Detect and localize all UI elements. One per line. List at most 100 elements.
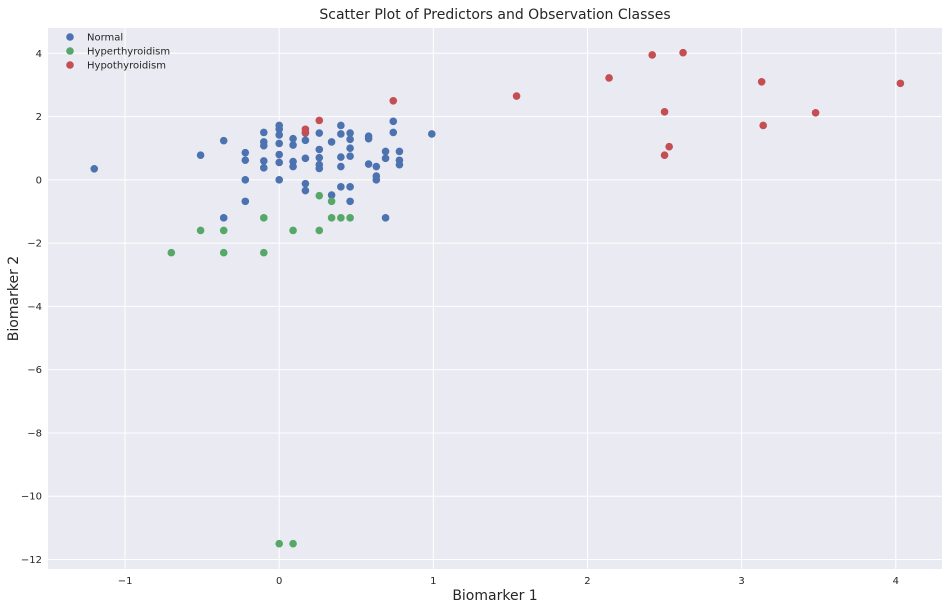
data-point [395, 147, 404, 156]
data-point [275, 139, 284, 148]
x-tick-label: 0 [276, 576, 282, 587]
data-point [389, 117, 398, 126]
series-normal [90, 117, 436, 222]
data-point [389, 128, 398, 137]
data-point [346, 214, 354, 222]
data-point [275, 539, 284, 548]
data-point [259, 141, 268, 150]
data-point [648, 51, 657, 59]
x-tick-label: 3 [738, 576, 744, 587]
data-point [337, 214, 345, 222]
data-point [327, 197, 336, 206]
data-point [364, 160, 373, 168]
data-point [301, 154, 310, 163]
data-point [315, 116, 324, 125]
data-point [346, 152, 354, 160]
data-point [381, 214, 390, 222]
data-point [896, 79, 905, 88]
y-tick-label: −10 [21, 492, 42, 503]
legend-marker [66, 47, 74, 55]
data-point [346, 144, 354, 153]
data-point [275, 150, 284, 159]
x-axis-label: Biomarker 1 [452, 588, 537, 604]
data-point [381, 147, 390, 156]
data-point [315, 153, 324, 162]
data-point [337, 183, 345, 191]
data-point [301, 186, 310, 195]
data-point [196, 226, 205, 235]
data-point [259, 128, 268, 137]
data-point [196, 151, 205, 159]
y-tick-label: 2 [36, 112, 42, 123]
data-point [241, 156, 250, 165]
data-point [90, 164, 99, 173]
data-point [219, 214, 228, 222]
y-tick-label: −2 [27, 239, 42, 250]
data-point [337, 121, 345, 130]
data-point [275, 125, 284, 134]
data-point [301, 179, 310, 188]
data-point [241, 197, 250, 206]
data-point [301, 136, 310, 145]
data-point [241, 176, 250, 184]
data-point [315, 191, 324, 200]
data-point [337, 153, 345, 161]
data-point [219, 136, 228, 145]
data-point [327, 214, 336, 222]
chart-title: Scatter Plot of Predictors and Observati… [319, 7, 670, 23]
x-tick-label: −1 [118, 576, 133, 587]
data-point [679, 48, 687, 57]
data-point [241, 148, 250, 157]
data-point [757, 77, 766, 86]
data-point [327, 138, 336, 146]
data-point [337, 130, 345, 138]
data-point [389, 96, 398, 105]
plot-area [48, 28, 942, 569]
data-point [259, 248, 268, 257]
data-point [605, 74, 613, 82]
data-point [275, 131, 284, 139]
data-point [275, 176, 284, 184]
data-points [90, 48, 905, 548]
data-point [275, 158, 284, 167]
data-point [315, 145, 324, 154]
data-point [289, 539, 297, 548]
data-point [289, 162, 297, 171]
legend-marker [66, 33, 74, 41]
data-point [289, 141, 297, 149]
data-point [364, 134, 373, 143]
data-point [372, 162, 381, 171]
data-point [289, 134, 297, 143]
data-point [372, 176, 381, 184]
y-tick-label: −12 [21, 555, 42, 566]
data-point [346, 129, 354, 137]
legend-label: Normal [87, 33, 123, 44]
data-point [259, 157, 268, 165]
data-point [219, 226, 228, 235]
y-tick-label: −8 [27, 428, 42, 439]
data-point [381, 154, 390, 163]
grid [48, 28, 942, 569]
y-tick-label: −4 [27, 302, 42, 313]
data-point [337, 162, 345, 171]
data-point [665, 142, 673, 151]
data-point [759, 121, 767, 130]
data-point [301, 128, 310, 137]
data-point [327, 191, 336, 199]
data-point [315, 164, 324, 173]
legend-label: Hyperthyroidism [87, 47, 170, 58]
data-point [289, 226, 297, 235]
data-point [167, 248, 176, 257]
legend-label: Hypothyroidism [87, 61, 166, 72]
y-axis-label: Biomarker 2 [6, 256, 22, 341]
data-point [512, 92, 521, 100]
data-point [346, 183, 354, 191]
series-hypothyroidism [301, 48, 905, 159]
data-point [315, 226, 324, 235]
series-hyperthyroidism [167, 191, 354, 548]
data-point [660, 108, 669, 116]
data-point [346, 197, 354, 206]
